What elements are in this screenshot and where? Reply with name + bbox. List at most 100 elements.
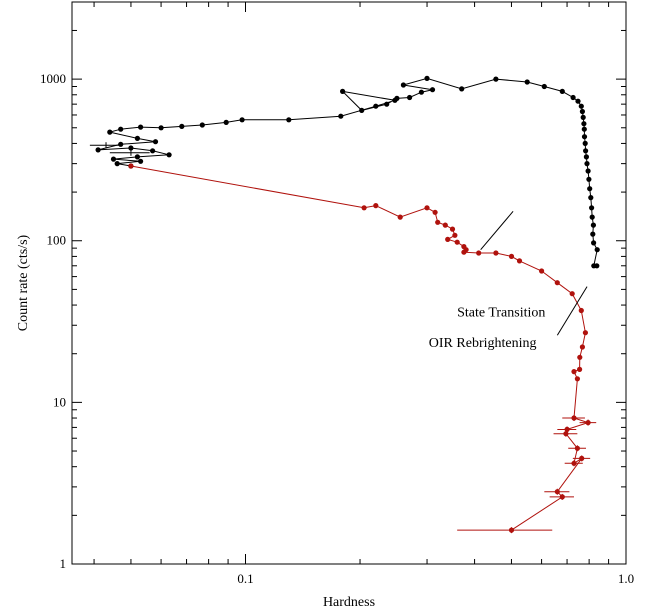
data-point xyxy=(461,249,467,255)
annotation-label: OIR Rebrightening xyxy=(429,336,537,351)
data-point xyxy=(578,103,584,109)
data-point xyxy=(476,250,482,256)
x-tick-label: 0.1 xyxy=(237,571,253,586)
series-0-line xyxy=(97,77,598,267)
data-point xyxy=(118,141,124,147)
y-tick-label: 10 xyxy=(53,394,66,409)
x-tick-label: 1.0 xyxy=(618,571,634,586)
data-point xyxy=(584,161,590,167)
data-point xyxy=(493,76,499,82)
data-point xyxy=(577,354,583,360)
data-point xyxy=(449,226,456,232)
data-point xyxy=(442,222,448,228)
data-point xyxy=(128,145,134,151)
data-point xyxy=(591,263,597,269)
data-point xyxy=(128,163,134,169)
plot-area xyxy=(71,1,627,565)
data-point xyxy=(578,307,584,314)
data-point xyxy=(384,101,390,107)
data-point xyxy=(508,253,515,259)
data-point xyxy=(454,239,460,245)
data-point xyxy=(590,231,596,237)
data-point xyxy=(373,103,379,109)
data-point xyxy=(110,156,117,162)
data-point xyxy=(571,369,577,375)
data-points xyxy=(95,75,600,533)
y-tick-label: 100 xyxy=(47,233,67,248)
annotation-label: State Transition xyxy=(457,305,545,320)
data-point xyxy=(340,88,346,94)
data-point xyxy=(138,158,144,164)
data-point xyxy=(418,89,424,95)
data-point xyxy=(579,455,585,461)
data-point xyxy=(95,147,101,153)
data-point xyxy=(338,113,344,119)
annotation-line xyxy=(556,286,588,336)
data-point xyxy=(432,209,438,215)
data-point xyxy=(563,431,569,437)
data-point xyxy=(582,330,589,336)
data-point xyxy=(575,98,581,104)
data-point xyxy=(392,97,398,103)
data-point xyxy=(569,291,575,297)
series-lines xyxy=(97,77,598,531)
data-point xyxy=(574,376,581,382)
data-point xyxy=(577,366,583,372)
data-point xyxy=(361,205,367,211)
data-point xyxy=(571,460,577,466)
data-point xyxy=(508,527,515,533)
data-point xyxy=(493,250,499,256)
data-point xyxy=(587,186,593,192)
data-point xyxy=(559,88,565,94)
data-point xyxy=(107,129,113,135)
data-point xyxy=(199,122,205,128)
data-point xyxy=(594,247,600,253)
data-point xyxy=(118,126,124,132)
data-point xyxy=(429,87,436,93)
data-point xyxy=(554,489,560,495)
plot-frame xyxy=(71,1,627,565)
data-point xyxy=(541,83,547,90)
data-point xyxy=(239,117,245,123)
data-point xyxy=(407,94,413,101)
data-point xyxy=(152,139,159,145)
data-point xyxy=(583,148,589,154)
data-point xyxy=(571,415,577,421)
data-point xyxy=(583,154,590,160)
data-point xyxy=(524,79,530,85)
y-tick-label: 1000 xyxy=(40,71,66,86)
data-point xyxy=(452,232,458,238)
data-point xyxy=(134,154,140,160)
data-point xyxy=(579,108,586,115)
data-point xyxy=(134,135,140,141)
data-point xyxy=(400,82,406,88)
data-point xyxy=(424,75,430,81)
data-point xyxy=(150,148,156,154)
data-point xyxy=(516,258,523,264)
y-axis-label: Count rate (cts/s) xyxy=(16,234,31,331)
data-point xyxy=(581,134,588,140)
data-point xyxy=(589,205,595,211)
x-axis-label: Hardness xyxy=(323,595,375,610)
data-point xyxy=(581,126,587,132)
data-point xyxy=(585,420,591,426)
data-point xyxy=(591,240,597,246)
data-point xyxy=(359,107,365,113)
data-point xyxy=(589,214,595,220)
data-point xyxy=(435,219,441,225)
data-point xyxy=(564,426,570,432)
y-tick-label: 1 xyxy=(60,556,67,571)
data-point xyxy=(581,121,587,127)
data-point xyxy=(158,125,164,131)
axis-ticks: 1 10 100 1000 0.1 1.0 xyxy=(40,1,634,586)
data-point xyxy=(459,86,465,92)
data-point xyxy=(588,195,594,201)
data-point xyxy=(582,140,588,146)
data-point xyxy=(179,123,185,129)
data-point xyxy=(559,494,565,500)
data-point xyxy=(286,117,292,123)
annotations: State Transition OIR Rebrightening xyxy=(429,211,588,351)
data-point xyxy=(138,124,144,130)
data-point xyxy=(424,205,430,211)
